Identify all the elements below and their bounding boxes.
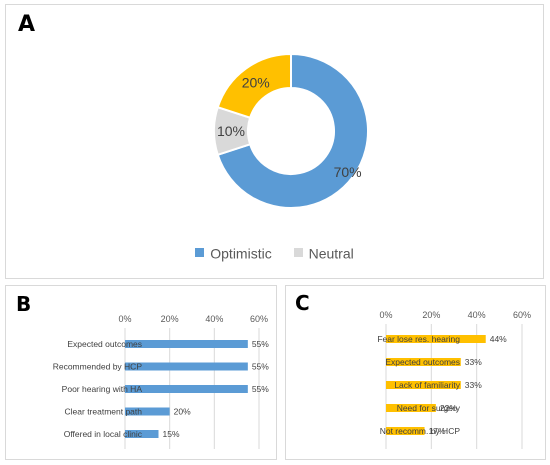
donut-legend: Optimistic Neutral (6, 243, 543, 261)
bar-chart-b: 0% 20% 40% 60% Expected outcomes 55% Recommend… (53, 314, 269, 449)
legend-item-optimistic: Optimistic (195, 244, 272, 261)
tick-label-0: 0% (379, 310, 392, 320)
category-label-expected-outcomes: Expected outcomes (67, 339, 142, 349)
tick-label-40: 40% (205, 314, 223, 324)
category-label-poor-hearing-with-ha: Poor hearing with HA (62, 384, 143, 394)
bar-fear-lose-res-hearing (386, 335, 486, 343)
legend-swatch-neutral (293, 248, 303, 258)
panel-c-letter: C (295, 291, 310, 315)
category-label-recommended-by-hcp: Recommended by HCP (53, 362, 143, 372)
tick-label-20: 20% (422, 310, 440, 320)
data-label-recommended-by-hcp: 55% (252, 362, 269, 372)
category-label-not-recomm-by-hcp: Not recomm. by HCP (380, 426, 461, 436)
bar-lack-of-familiarity (386, 381, 461, 389)
donut-chart: 70% 10% 20% (213, 52, 369, 209)
data-label-need-for-surgery: 22% (440, 403, 457, 413)
donut-slice-optimistic (216, 52, 369, 209)
panel-b-letter: B (16, 292, 32, 316)
tick-label-20: 20% (161, 314, 179, 324)
category-label-clear-treatment-path: Clear treatment path (65, 407, 143, 417)
bar-clear-treatment-path (125, 407, 170, 416)
bar-need-for-surgery (386, 404, 436, 412)
tick-label-0: 0% (118, 314, 131, 324)
legend-label-neutral: Neutral (308, 244, 354, 261)
data-label-expected-outcomes: 55% (252, 339, 269, 349)
legend-label-optimistic: Optimistic (210, 244, 272, 261)
panel-a-letter: A (18, 12, 36, 37)
data-label-clear-treatment-path: 20% (174, 407, 191, 417)
category-label-lack-of-familiarity: Lack of familiarity (394, 380, 460, 390)
data-label-poor-hearing-with-ha: 55% (252, 384, 269, 394)
bar-expected-outcomes (125, 340, 248, 348)
category-label-fear-lose-res-hearing: Fear lose res. hearing (377, 334, 460, 344)
donut-slice-unlabeled (216, 52, 292, 119)
data-label-offered-in-local-clinic: 15% (163, 429, 180, 439)
bar-offered-in-local-clinic (125, 430, 159, 438)
bar-not-recomm-by-hcp (386, 427, 425, 435)
donut-data-label-neutral: 10% (217, 123, 245, 139)
bar-recommended-by-hcp (125, 362, 248, 371)
category-label-need-for-surgery: Need for surgery (397, 403, 461, 413)
tick-label-60: 60% (250, 314, 268, 324)
data-label-lack-of-familiarity: 33% (465, 380, 482, 390)
data-label-not-recomm-by-hcp: 17% (429, 426, 446, 436)
bar-expected-outcomes (386, 358, 461, 366)
legend-swatch-optimistic (195, 248, 205, 258)
tick-label-40: 40% (468, 310, 486, 320)
panel-a: A 70% 10% 20% Optimistic Neutral (5, 4, 544, 279)
panel-b: B 0% 20% 40% 60% Expected outcomes 55% Recomme… (5, 285, 277, 460)
data-label-fear-lose-res-hearing: 44% (490, 334, 507, 344)
panel-c: C 0% 20% 40% 60% Fear lose res. hearing 44% Ex… (285, 285, 546, 460)
donut-data-label-unlabeled: 20% (242, 74, 270, 90)
data-label-expected-outcomes: 33% (465, 357, 482, 367)
category-label-offered-in-local-clinic: Offered in local clinic (64, 429, 143, 439)
category-label-expected-outcomes: Expected outcomes (385, 357, 460, 367)
legend-item-neutral: Neutral (293, 244, 354, 261)
donut-data-label-optimistic: 70% (334, 164, 362, 180)
bar-poor-hearing-with-ha (125, 385, 248, 393)
tick-label-60: 60% (513, 310, 531, 320)
bar-chart-c: 0% 20% 40% 60% Fear lose res. hearing 44% Expe… (377, 310, 531, 449)
